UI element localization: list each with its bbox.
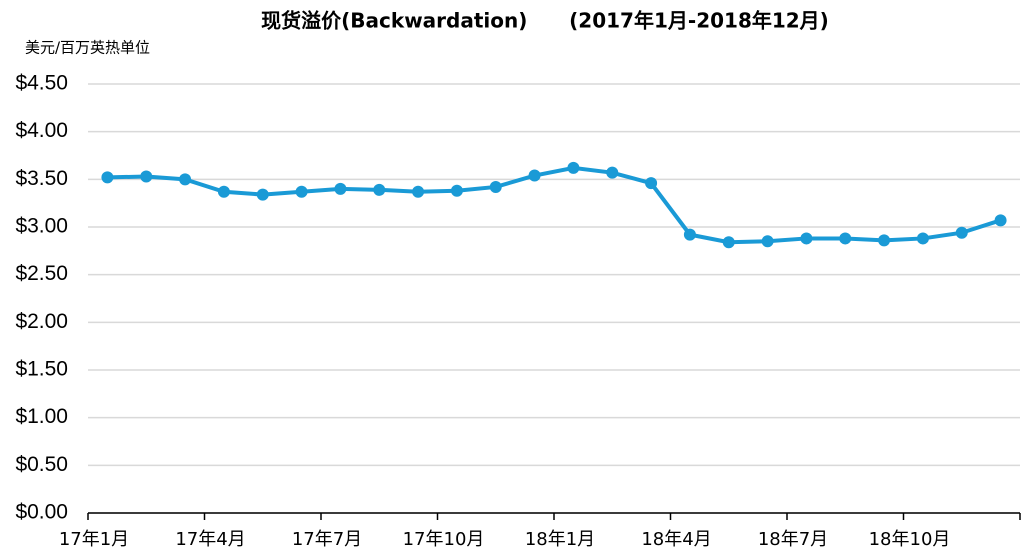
marker xyxy=(217,185,230,198)
y-tick-label: $3.50 xyxy=(15,167,68,190)
y-tick-label: $1.50 xyxy=(15,358,68,381)
marker xyxy=(412,185,425,198)
marker xyxy=(489,180,502,193)
marker xyxy=(606,166,619,179)
y-tick-label: $4.00 xyxy=(15,119,68,142)
x-tick-label: 18年4月 xyxy=(641,529,711,550)
marker xyxy=(334,182,347,195)
marker xyxy=(800,232,813,245)
y-tick-label: $2.50 xyxy=(15,262,68,285)
y-tick-label: $0.00 xyxy=(15,501,68,524)
marker xyxy=(179,173,192,186)
x-tick-label: 18年1月 xyxy=(525,529,595,550)
marker xyxy=(994,214,1007,227)
marker xyxy=(839,232,852,245)
marker xyxy=(722,236,735,249)
y-tick-label: $2.00 xyxy=(15,310,68,333)
marker xyxy=(955,226,968,239)
marker xyxy=(101,171,114,184)
chart-title: 现货溢价(Backwardation) (2017年1月-2018年12月) xyxy=(261,9,829,33)
line xyxy=(107,165,1002,245)
marker xyxy=(683,228,696,241)
marker xyxy=(528,169,541,182)
marker xyxy=(916,232,929,245)
y-tick-label: $4.50 xyxy=(15,72,68,95)
y-tick-label: $1.00 xyxy=(15,405,68,428)
marker xyxy=(373,183,386,196)
x-tick-label: 17年7月 xyxy=(292,529,362,550)
marker xyxy=(140,170,153,183)
marker xyxy=(878,234,891,247)
x-tick-label: 18年7月 xyxy=(758,529,828,550)
marker xyxy=(761,235,774,248)
marker xyxy=(256,188,269,201)
y-axis-label: 美元/百万英热单位 xyxy=(25,39,150,57)
x-tick-label: 17年4月 xyxy=(175,529,245,550)
x-tick-label: 18年10月 xyxy=(869,529,951,550)
marker xyxy=(450,184,463,197)
marker xyxy=(567,161,580,174)
y-tick-label: $3.00 xyxy=(15,215,68,238)
marker xyxy=(295,185,308,198)
x-tick-label: 17年1月 xyxy=(59,529,129,550)
y-tick-label: $0.50 xyxy=(15,453,68,476)
marker xyxy=(645,177,658,190)
x-tick-label: 17年10月 xyxy=(403,529,485,550)
